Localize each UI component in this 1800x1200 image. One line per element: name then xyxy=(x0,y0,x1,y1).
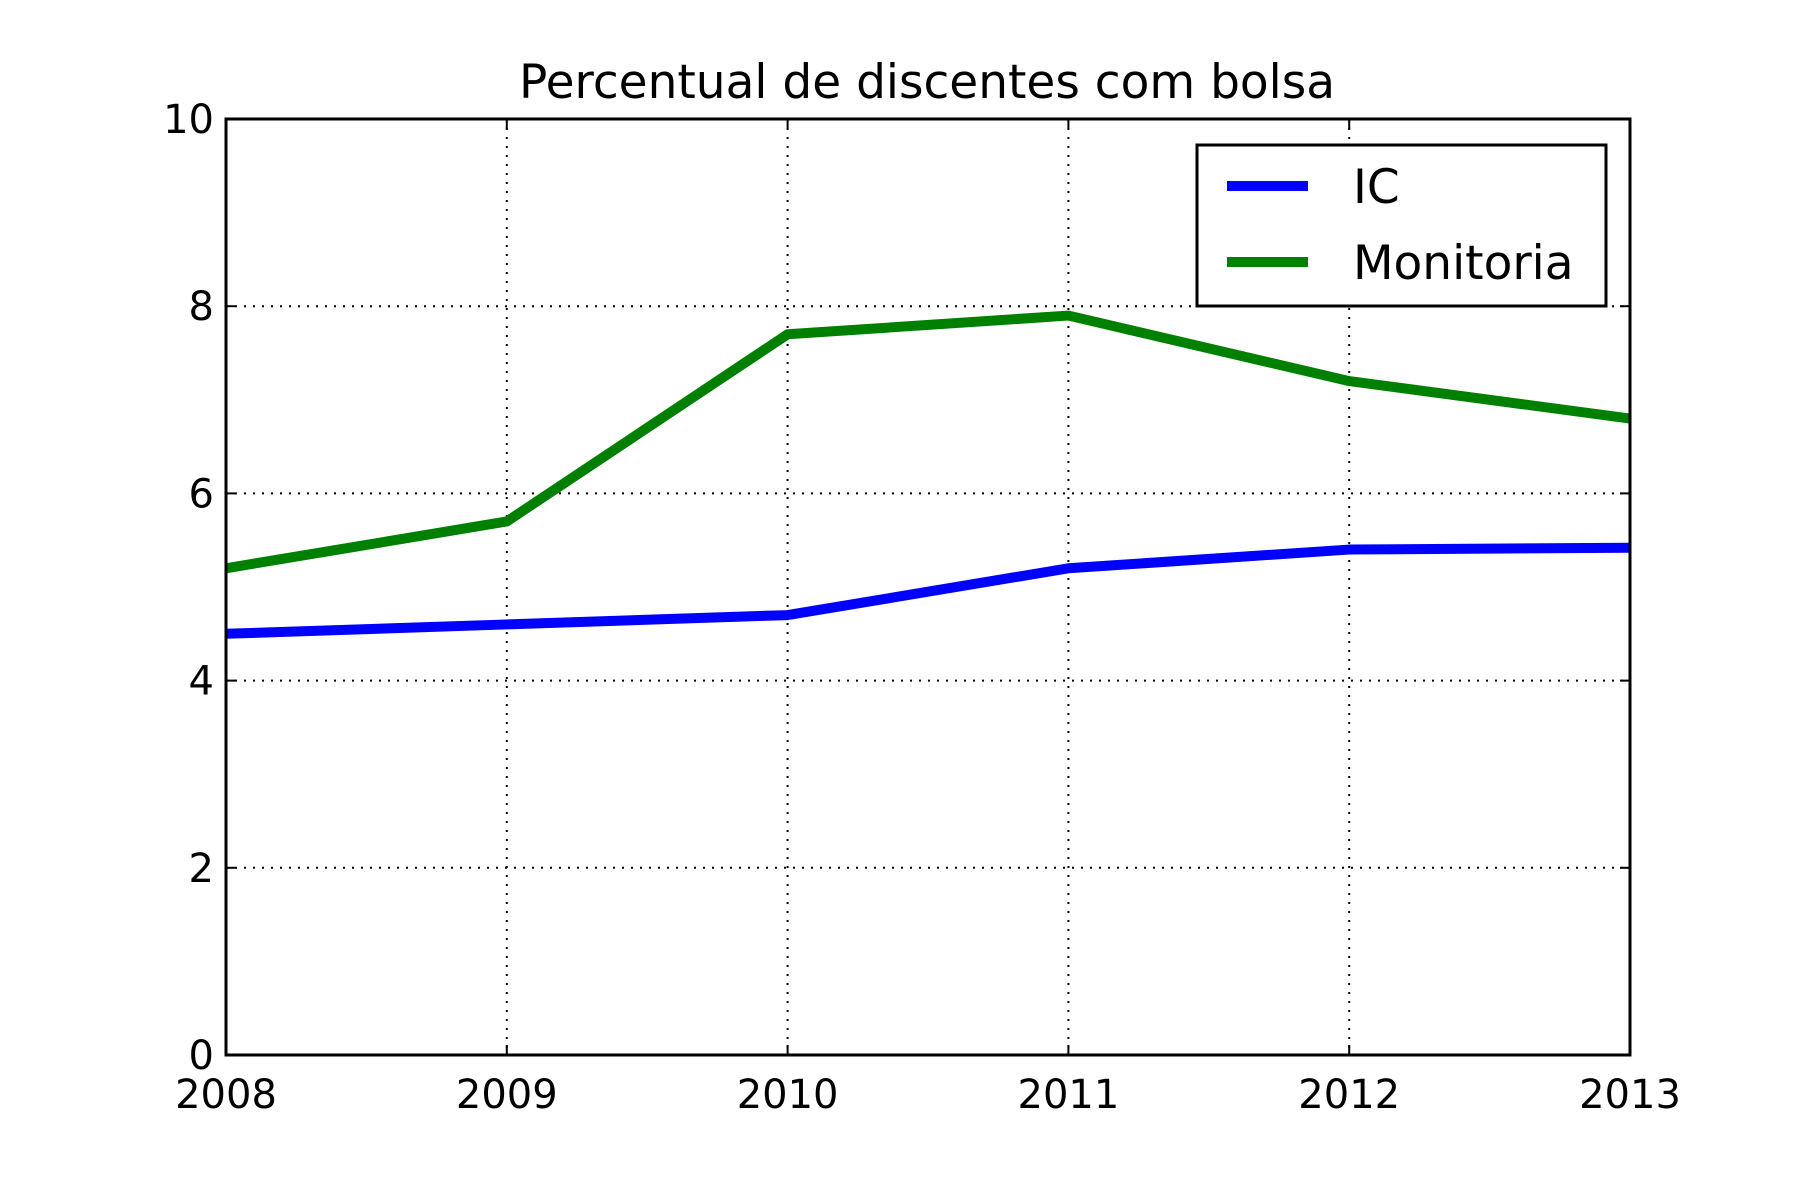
x-tick-label: 2009 xyxy=(456,1072,558,1118)
plot-frame xyxy=(224,117,1632,1057)
grid-lines xyxy=(226,119,1630,1055)
legend-box xyxy=(1195,143,1608,308)
legend-label-monitoria: Monitoria xyxy=(1353,236,1574,291)
y-tick-label: 6 xyxy=(189,471,214,517)
x-tick-label: 2008 xyxy=(175,1072,277,1118)
y-tick-label: 8 xyxy=(189,284,214,330)
y-tick-label: 4 xyxy=(189,659,214,705)
x-axis-tick-labels: 2008 2009 2010 2011 2012 2013 xyxy=(175,1072,1681,1118)
chart-title: Percentual de discentes com bolsa xyxy=(519,55,1335,110)
series-lines xyxy=(225,310,1631,639)
series-line-monitoria xyxy=(225,310,1631,574)
y-tick-label: 2 xyxy=(189,846,214,892)
legend-label-ic: IC xyxy=(1353,160,1400,215)
y-tick-label: 0 xyxy=(189,1033,214,1079)
x-tick-label: 2010 xyxy=(737,1072,839,1118)
y-axis-tick-labels: 0 2 4 6 8 10 xyxy=(163,97,214,1079)
x-tick-label: 2013 xyxy=(1579,1072,1681,1118)
x-tick-label: 2012 xyxy=(1298,1072,1400,1118)
y-tick-label: 10 xyxy=(163,97,214,143)
legend: IC Monitoria xyxy=(1195,143,1608,308)
x-tick-label: 2011 xyxy=(1018,1072,1120,1118)
axis-ticks xyxy=(225,118,1631,1056)
series-line-ic xyxy=(225,542,1631,639)
